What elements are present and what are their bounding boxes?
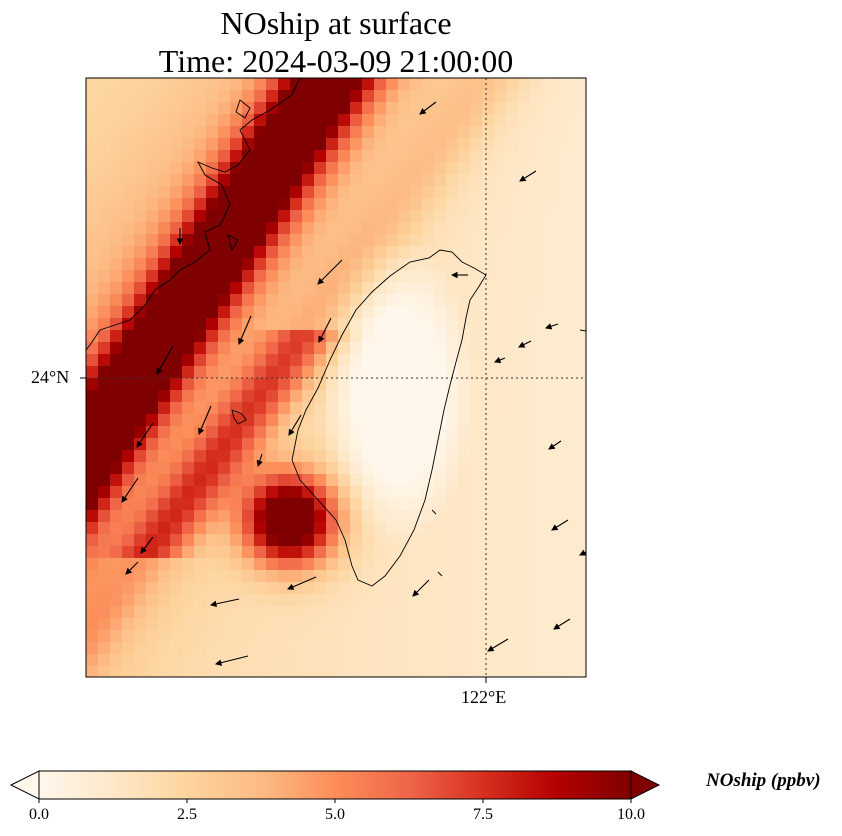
colorbar-tick-label: 5.0 [325,806,345,823]
wind-arrow [419,101,437,115]
wind-arrow [317,259,343,285]
colorbar-tick-label: 7.5 [473,806,493,823]
wind-arrow [553,618,571,630]
wind-arrow [487,638,509,652]
graticule [86,78,586,677]
wind-arrow [519,170,537,182]
wind-arrow [288,414,302,436]
wind-arrow [256,453,263,468]
colorbar-gradient [38,770,632,800]
colorbar-tick-label: 10.0 [617,806,645,823]
wind-arrow [209,598,240,608]
wind-arrow [121,477,139,503]
wind-arrow [551,519,569,531]
taiwan-outline [291,249,487,587]
wind-arrow [548,440,562,450]
colorbar-tick-label: 2.5 [177,806,197,823]
noship-field [86,78,586,677]
wind-vectors [121,101,586,666]
wind-arrow [136,422,154,448]
mainland-coast [86,78,301,351]
colorbar-tick-label: 0.0 [29,806,49,823]
wind-arrow [318,317,332,343]
wind-arrow [412,579,430,597]
wind-arrow [493,356,506,364]
wind-arrow [579,549,586,556]
wind-arrow [125,561,139,575]
colorbar-label: NOship (ppbv) [706,770,821,791]
lat-tick-label: 24°N [31,367,70,387]
wind-arrow [238,315,252,346]
wind-arrow [156,345,174,375]
wind-arrow [214,655,249,666]
wind-arrow [198,405,212,436]
colorbar-ticks [38,799,632,803]
wind-arrow [140,536,154,554]
wind-arrow [544,323,559,330]
coastline [86,78,586,587]
map-title-line2: Time: 2024-03-09 21:00:00 [158,43,514,79]
map-title-line1: NOship at surface [220,5,452,41]
colorbar-max-extend [630,770,661,800]
wind-arrow [518,340,532,348]
wind-arrow [286,576,317,590]
colorbar-min-extend [9,770,40,800]
lon-tick-label: 122°E [461,687,507,707]
